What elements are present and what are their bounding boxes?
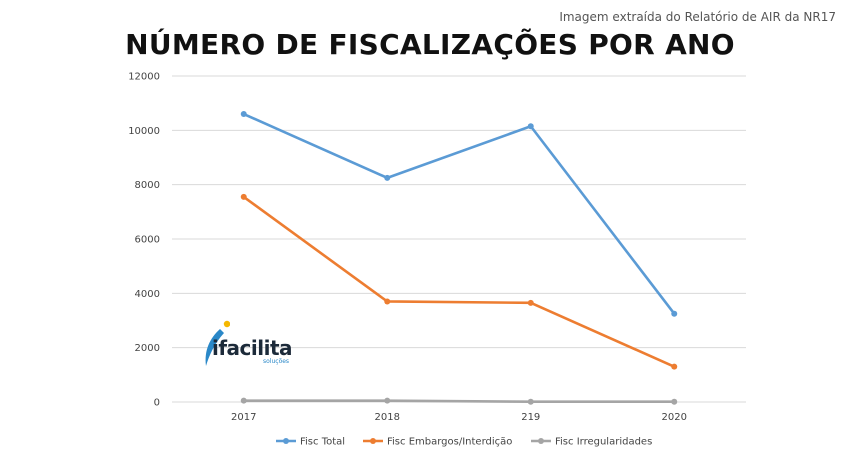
x-tick-label: 2017 [231,412,256,423]
source-note: Imagem extraída do Relatório de AIR da N… [559,10,836,24]
legend: Fisc Total Fisc Embargos/Interdição Fisc I… [276,437,652,448]
legend-label: Fisc Irregularidades [555,437,652,448]
data-point [384,298,391,305]
series-1 [240,111,678,317]
legend-label: Fisc Embargos/Interdição [387,437,512,448]
legend-item: Fisc Embargos/Interdição [363,437,512,448]
data-point [384,397,391,404]
data-point [240,111,247,118]
chart-title: NÚMERO DE FISCALIZAÇÕES POR ANO [125,28,735,61]
y-tick-label: 12000 [128,72,160,83]
legend-marker [538,438,544,444]
data-point [384,174,391,181]
legend-marker [283,438,289,444]
legend-item: Fisc Irregularidades [531,437,652,448]
data-point [240,193,247,200]
series-line [242,195,675,368]
series-line [243,399,675,404]
legend-marker [370,438,376,444]
x-tick-label: 2018 [375,412,400,423]
x-axis-ticks: 2017 2018 219 2020 [231,412,687,423]
series-line [243,112,676,315]
y-tick-label: 8000 [135,180,160,191]
data-point [527,398,534,405]
data-point [240,397,247,404]
logo-subtext: soluções [263,358,290,365]
y-tick-label: 4000 [135,289,160,300]
legend-item: Fisc Total [276,437,345,448]
data-point [671,363,678,370]
logo-text: ifacilita [212,336,293,360]
data-point [671,398,678,405]
y-axis-ticks: 0 2000 4000 6000 8000 10000 12000 [128,72,160,409]
series-3 [240,397,678,405]
y-tick-label: 6000 [135,235,160,246]
x-tick-label: 2020 [662,412,687,423]
data-point [671,310,678,317]
ifacilita-logo: ifacilita soluções [200,320,300,370]
x-tick-label: 219 [521,412,540,423]
y-tick-label: 10000 [128,126,160,137]
series-2 [240,193,678,370]
y-tick-label: 2000 [135,343,160,354]
legend-label: Fisc Total [300,437,345,448]
series-lines [240,111,678,405]
y-tick-label: 0 [154,398,160,409]
data-point [527,299,534,306]
data-point [527,123,534,130]
logo-mark-icon [205,320,230,366]
